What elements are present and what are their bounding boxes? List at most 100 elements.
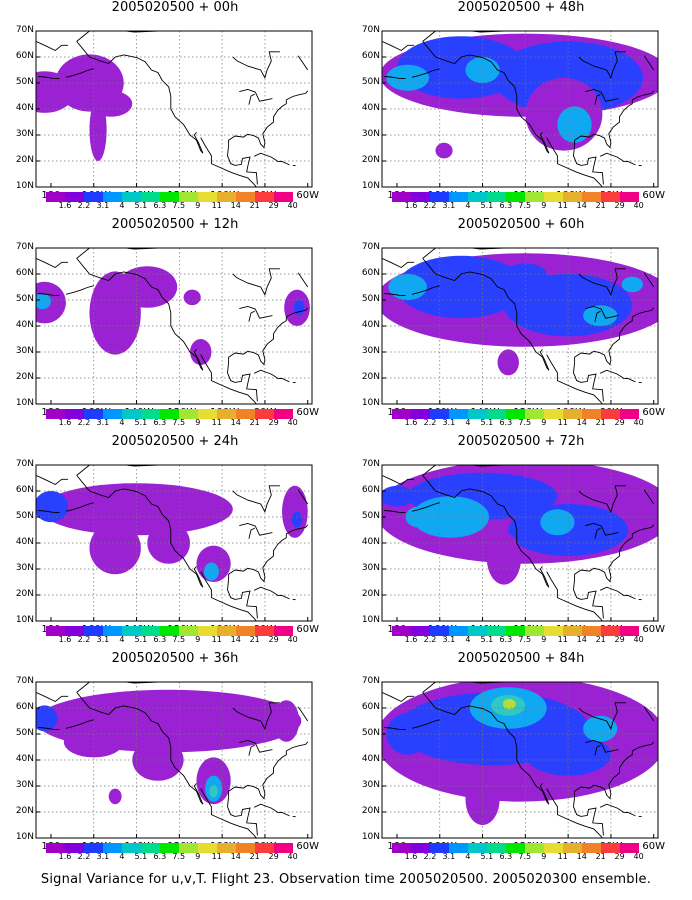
map-panel: 2005020500 + 84h70N60N50N40N30N20N10N180…: [346, 651, 665, 863]
coastline: [228, 307, 309, 366]
colorbar-label: 7.5: [172, 635, 186, 644]
colorbar-label: 14: [230, 635, 241, 644]
colorbar-label: 5.1: [480, 201, 494, 210]
colorbar-label: 40: [287, 635, 298, 644]
variance-contour: [89, 98, 107, 161]
colorbar-label: 9: [195, 201, 201, 210]
variance-contour: [36, 491, 69, 523]
colorbar-label: 1.6: [404, 418, 418, 427]
coastline: [384, 293, 406, 297]
lat-label: 50N: [15, 511, 34, 521]
colorbar: 1.6 2.2 3.1 4 5.1 6.3 7.5 9 11 14 21 29 40: [46, 409, 304, 427]
coastline: [239, 740, 273, 753]
coastline: [422, 248, 526, 259]
colorbar-label: 21: [249, 418, 260, 427]
coastline: [276, 594, 290, 600]
colorbar-label: 4: [465, 635, 471, 644]
coastline: [600, 586, 624, 596]
colorbar-swatch: [121, 192, 142, 202]
colorbar-swatch: [486, 843, 507, 853]
lat-label: 30N: [361, 129, 380, 139]
coastline: [622, 594, 636, 600]
colorbar-label: 2.2: [77, 852, 91, 861]
colorbar-label: 14: [230, 418, 241, 427]
lat-label: 50N: [361, 728, 380, 738]
colorbar-swatch: [429, 192, 450, 202]
coastline: [254, 152, 278, 162]
lat-label: 10N: [15, 832, 34, 842]
colorbar-label: 3.1: [96, 852, 110, 861]
colorbar-swatch: [543, 192, 564, 202]
colorbar-label: 5.1: [134, 201, 148, 210]
colorbar-swatch: [619, 409, 640, 419]
colorbar-label: 40: [633, 852, 644, 861]
coastline: [539, 783, 550, 805]
lon-label: 60W: [642, 407, 666, 418]
variance-contour: [540, 509, 575, 536]
colorbar-swatch: [46, 192, 66, 202]
colorbar-label: 11: [211, 635, 222, 644]
colorbar-swatch: [102, 192, 123, 202]
colorbar-label: 11: [211, 852, 222, 861]
colorbar-swatch: [524, 409, 545, 419]
lat-label: 20N: [15, 155, 34, 165]
colorbar-swatch: [562, 409, 583, 419]
colorbar-label: 1.6: [404, 635, 418, 644]
colorbar-label: 5.1: [480, 418, 494, 427]
coastline: [38, 293, 60, 297]
lat-label: 70N: [361, 459, 380, 469]
colorbar: 1.6 2.2 3.1 4 5.1 6.3 7.5 9 11 14 21 29 40: [46, 843, 304, 861]
lat-label: 50N: [15, 728, 34, 738]
lat-label: 30N: [15, 129, 34, 139]
variance-map: [381, 30, 659, 188]
colorbar-swatch: [505, 409, 526, 419]
panel-title: 2005020500 + 00h: [111, 0, 239, 15]
colorbar: 1.6 2.2 3.1 4 5.1 6.3 7.5 9 11 14 21 29 40: [392, 192, 650, 210]
colorbar-label: 9: [541, 418, 547, 427]
colorbar-label: 3.1: [442, 852, 456, 861]
lat-label: 10N: [361, 832, 380, 842]
coastline: [297, 706, 309, 722]
colorbar-swatch: [410, 409, 431, 419]
colorbar-label: 1.6: [58, 852, 72, 861]
coastline: [578, 702, 626, 730]
lat-label: 10N: [15, 398, 34, 408]
panel-title: 2005020500 + 36h: [111, 651, 239, 666]
colorbar-label: 40: [287, 201, 298, 210]
coastline: [76, 682, 180, 693]
coastline: [585, 306, 619, 319]
coastline: [546, 137, 603, 187]
colorbar: 1.6 2.2 3.1 4 5.1 6.3 7.5 9 11 14 21 29 40: [392, 409, 650, 427]
colorbar-swatch: [448, 626, 469, 636]
coastline: [297, 55, 309, 71]
colorbar-swatch: [83, 626, 104, 636]
coastline: [622, 811, 636, 817]
coastline: [422, 475, 550, 588]
colorbar-swatch: [562, 626, 583, 636]
coastline: [422, 258, 550, 371]
lat-label: 10N: [15, 181, 34, 191]
coastline: [36, 691, 69, 703]
coastline: [382, 257, 415, 269]
lat-label: 40N: [361, 537, 380, 547]
lon-label: 60W: [296, 407, 320, 418]
lat-label: 70N: [361, 242, 380, 252]
colorbar-label: 6.3: [499, 418, 513, 427]
colorbar-label: 6.3: [499, 201, 513, 210]
colorbar-label: 1.6: [404, 852, 418, 861]
colorbar-label: 7.5: [172, 201, 186, 210]
colorbar-swatch: [140, 843, 161, 853]
colorbar-label: 1.6: [404, 201, 418, 210]
lat-label: 30N: [361, 346, 380, 356]
coastline: [276, 160, 290, 166]
colorbar-label: 14: [576, 635, 587, 644]
colorbar-swatch: [505, 626, 526, 636]
coastline: [594, 527, 601, 539]
colorbar-label: 6.3: [153, 852, 167, 861]
colorbar-swatch: [235, 843, 256, 853]
colorbar-label: 7.5: [518, 418, 532, 427]
lat-label: 40N: [361, 320, 380, 330]
colorbar-label: 2.2: [423, 418, 437, 427]
colorbar-label: 21: [595, 201, 606, 210]
colorbar-swatch: [581, 843, 602, 853]
